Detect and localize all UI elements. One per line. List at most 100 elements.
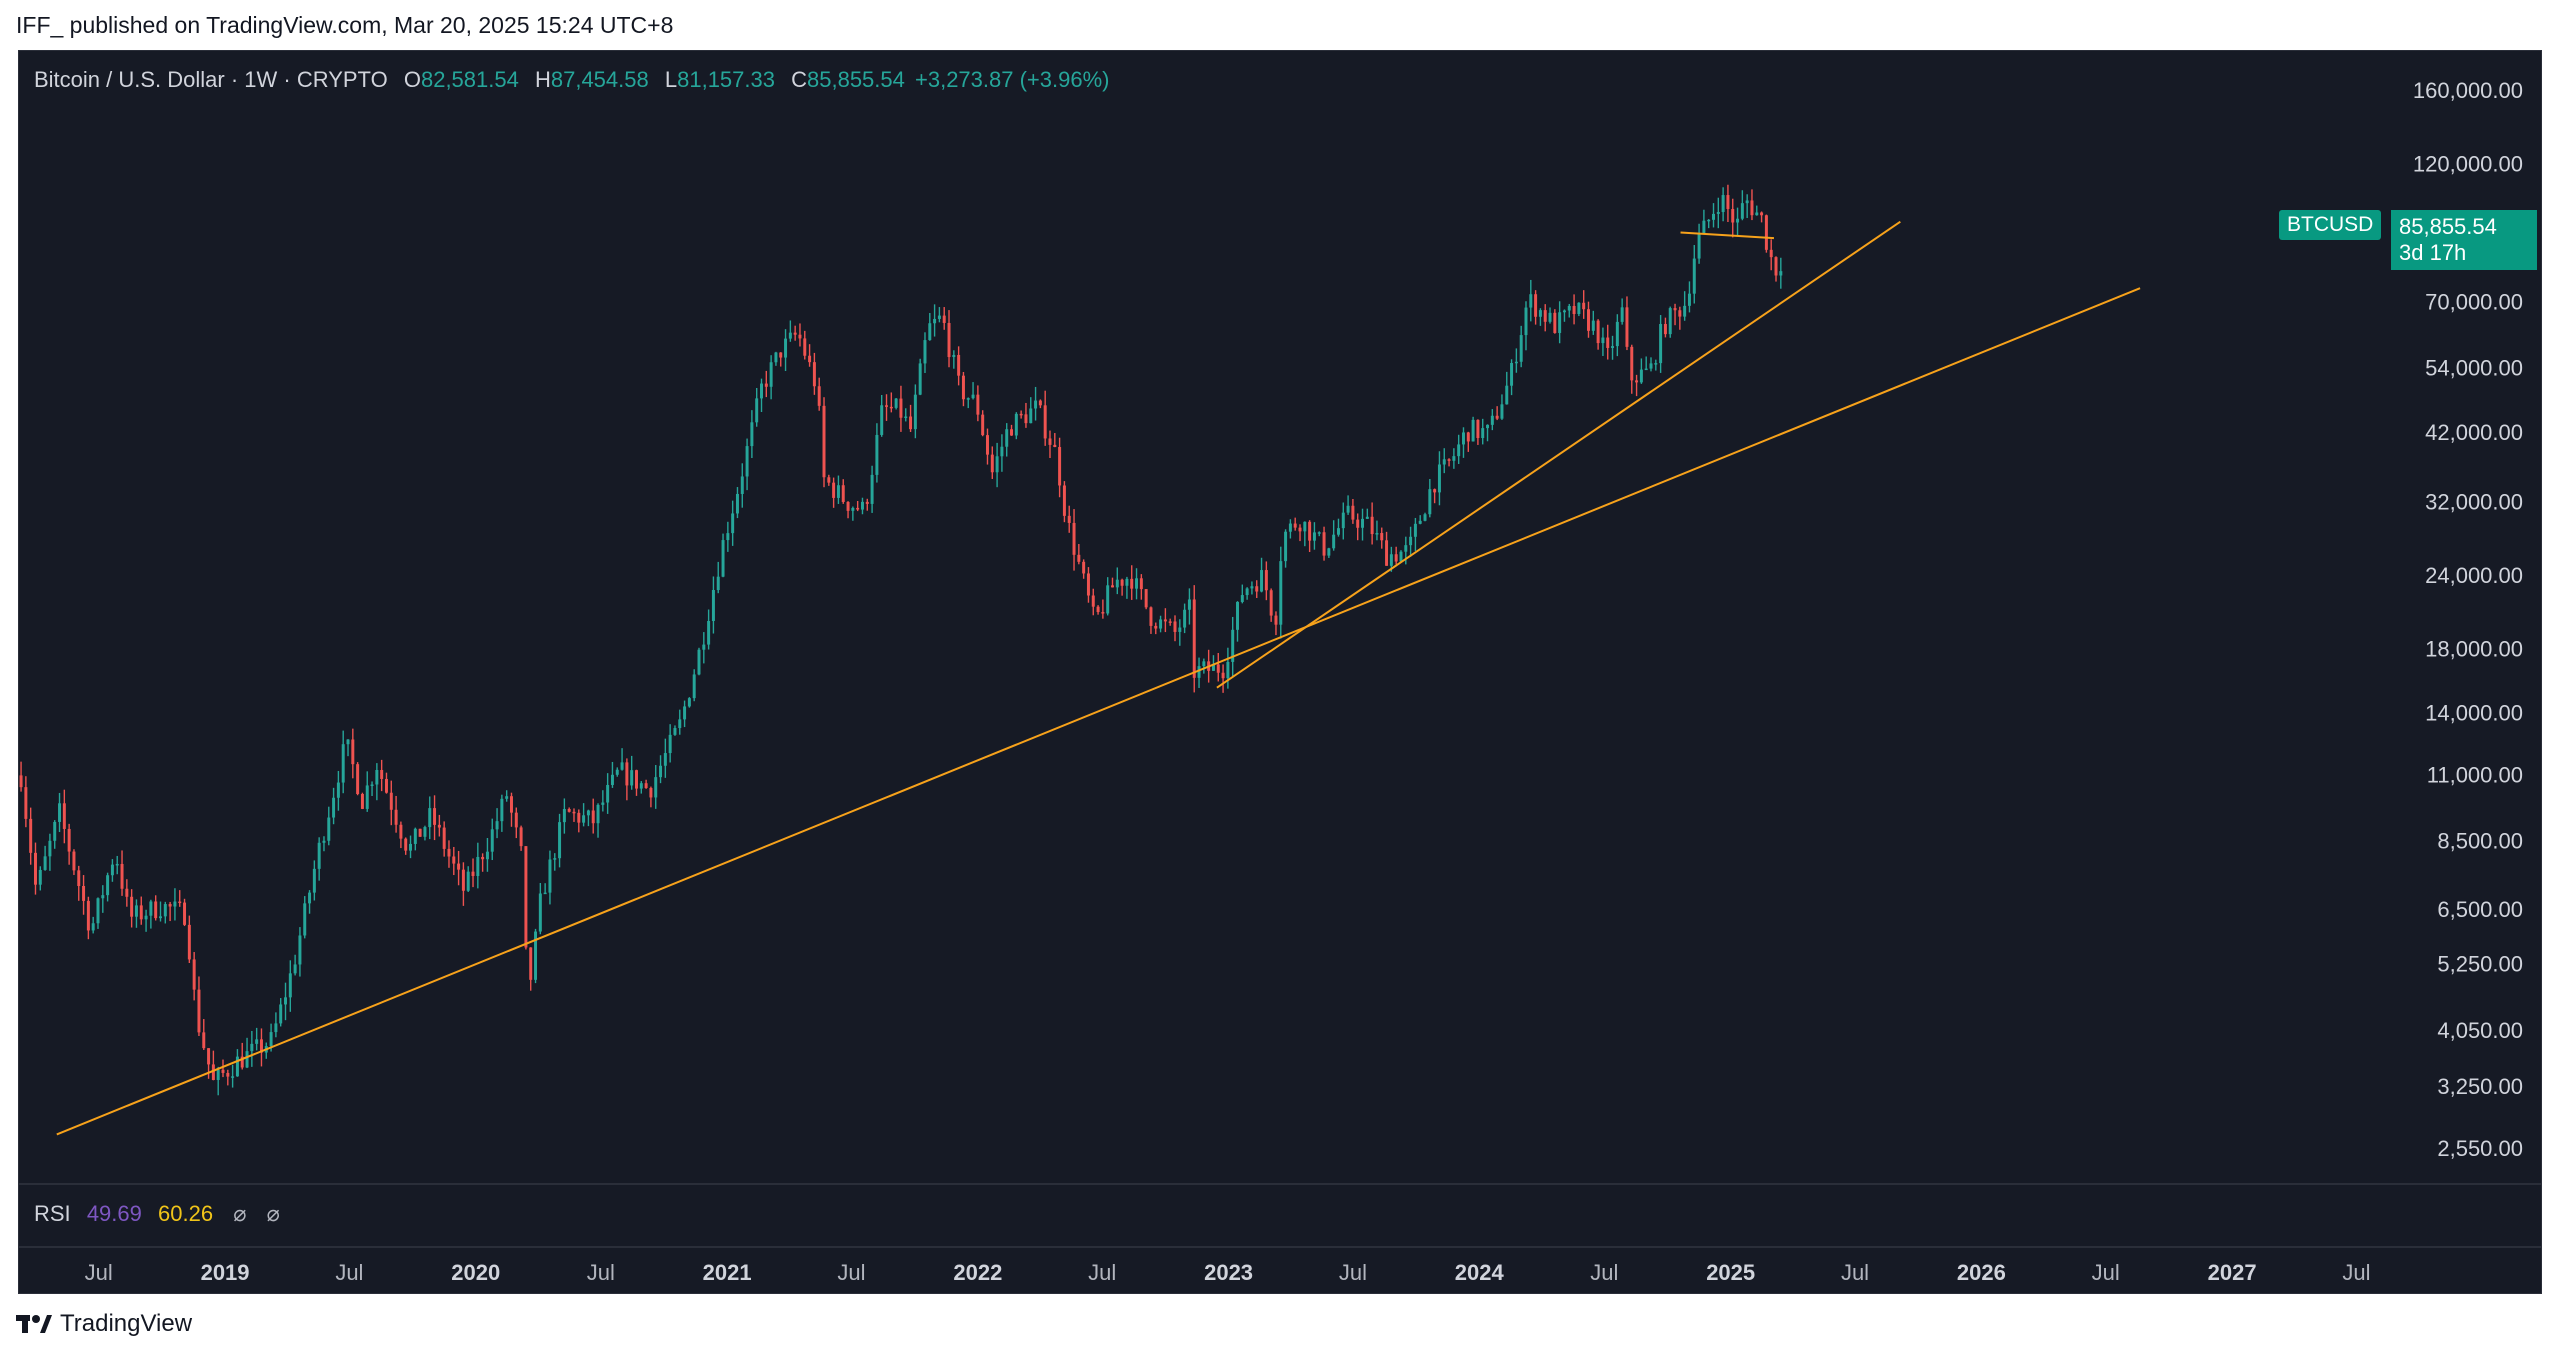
candle-body xyxy=(211,1064,215,1080)
tradingview-logo-icon xyxy=(16,1313,52,1335)
candle-body xyxy=(1000,446,1004,457)
candle-body xyxy=(1197,666,1201,678)
candle-body xyxy=(1534,294,1538,317)
candle-body xyxy=(279,1004,283,1024)
candle-body xyxy=(360,793,364,809)
candle-body xyxy=(1067,515,1071,523)
candle-body xyxy=(885,405,889,407)
candle-body xyxy=(1644,368,1648,371)
x-tick-label: Jul xyxy=(1339,1260,1367,1285)
candle-body xyxy=(1442,459,1446,465)
candle-body xyxy=(1173,621,1177,632)
candle-body xyxy=(312,868,316,893)
candle-body xyxy=(1255,586,1259,592)
candle-body xyxy=(1356,519,1360,528)
x-tick-label: 2019 xyxy=(201,1260,250,1285)
candle-body xyxy=(62,803,66,829)
candle-body xyxy=(1091,595,1095,607)
candle-body xyxy=(457,863,461,870)
y-tick-label: 32,000.00 xyxy=(2425,489,2523,514)
candle-body xyxy=(380,770,384,779)
low-label: L xyxy=(664,67,678,92)
candle-body xyxy=(1726,195,1730,209)
candle-body xyxy=(1716,212,1720,214)
candle-body xyxy=(1510,363,1514,386)
candle-body xyxy=(1365,516,1369,519)
chart-panel[interactable]: 160,000.00120,000.0090,000.0070,000.0054… xyxy=(18,50,2542,1294)
candle-body xyxy=(1019,413,1023,416)
candle-body xyxy=(697,649,701,675)
candle-body xyxy=(832,482,836,498)
candle-body xyxy=(601,802,605,805)
candle-body xyxy=(1486,424,1490,429)
candle-body xyxy=(235,1056,239,1077)
candle-body xyxy=(1476,419,1480,439)
candle-body xyxy=(731,513,735,534)
candle-body xyxy=(1274,615,1278,625)
candle-body xyxy=(1760,212,1764,216)
candle-body xyxy=(620,762,624,770)
candle-body xyxy=(1461,432,1465,445)
candle-body xyxy=(1457,444,1461,457)
candle-body xyxy=(1745,200,1749,204)
candle-body xyxy=(149,901,153,916)
candle-body xyxy=(923,340,927,364)
candle-body xyxy=(793,332,797,335)
candle-body xyxy=(413,828,417,844)
candle-body xyxy=(755,398,759,423)
candle-body xyxy=(687,698,691,707)
candle-body xyxy=(139,905,143,920)
candle-body xyxy=(1284,531,1288,562)
candle-body xyxy=(389,792,393,810)
candle-body xyxy=(1591,320,1595,331)
candle-body xyxy=(1731,208,1735,223)
candle-body xyxy=(534,931,538,980)
candle-body xyxy=(202,1032,206,1049)
candle-body xyxy=(509,796,513,813)
candle-body xyxy=(404,838,408,851)
candle-body xyxy=(803,338,807,356)
candle-body xyxy=(293,964,297,974)
candle-body xyxy=(1687,293,1691,306)
high-label: H xyxy=(534,67,551,92)
candle-body xyxy=(1587,309,1590,331)
price-chart[interactable]: 160,000.00120,000.0090,000.0070,000.0054… xyxy=(19,51,2542,1294)
candle-body xyxy=(1505,385,1509,405)
symbol-line: Bitcoin / U.S. Dollar · 1W · CRYPTO xyxy=(34,67,388,92)
candle-body xyxy=(870,474,874,504)
candle-body xyxy=(1029,408,1033,424)
candle-body xyxy=(716,576,720,591)
candle-body xyxy=(918,363,922,395)
candle-body xyxy=(779,352,783,358)
tradingview-footer[interactable]: TradingView xyxy=(16,1310,192,1338)
candle-body xyxy=(1630,346,1634,381)
candle-body xyxy=(711,590,715,622)
x-tick-label: Jul xyxy=(2342,1260,2370,1285)
candle-body xyxy=(976,394,980,415)
candle-body xyxy=(29,818,33,853)
candle-body xyxy=(1144,589,1148,608)
x-tick-label: Jul xyxy=(85,1260,113,1285)
trendline xyxy=(1216,220,1901,689)
x-tick-label: 2024 xyxy=(1455,1260,1505,1285)
candle-body xyxy=(1279,561,1283,625)
rsi-legend[interactable]: RSI 49.69 60.26 ⌀ ⌀ xyxy=(34,1201,280,1227)
candle-body xyxy=(639,783,643,789)
candle-body xyxy=(880,405,884,435)
candle-body xyxy=(1038,400,1042,406)
candle-body xyxy=(1062,485,1066,516)
candle-body xyxy=(1418,520,1422,524)
candle-body xyxy=(654,777,658,798)
candle-body xyxy=(1308,521,1312,541)
candle-body xyxy=(1385,540,1389,566)
candle-body xyxy=(538,893,542,932)
candle-body xyxy=(1404,545,1408,552)
candle-body xyxy=(134,905,138,917)
candle-body xyxy=(481,856,485,860)
candle-body xyxy=(336,782,340,798)
candle-body xyxy=(1736,218,1740,223)
candle-body xyxy=(995,456,999,473)
candle-body xyxy=(72,851,76,871)
candle-body xyxy=(514,812,518,828)
candle-body xyxy=(259,1039,263,1053)
